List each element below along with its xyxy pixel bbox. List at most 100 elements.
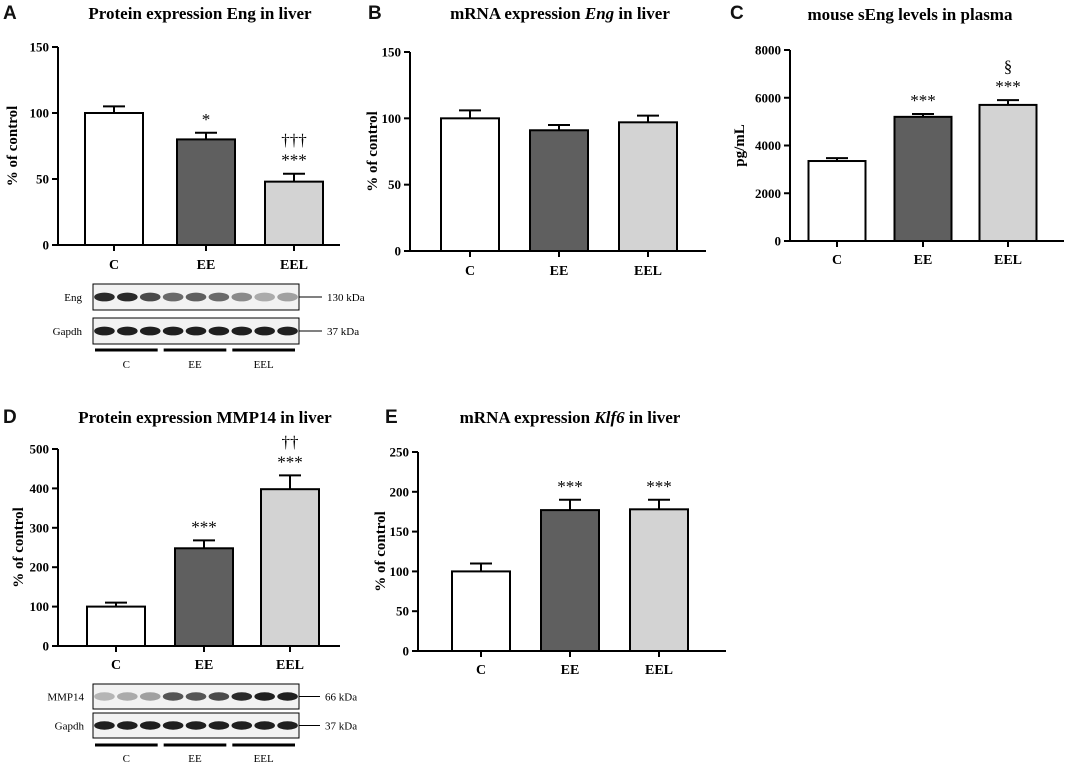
x-tick-label: C: [109, 258, 119, 273]
y-tick-label: 150: [382, 45, 402, 60]
y-axis-label: % of control: [5, 106, 21, 187]
blot-kda-label: 37 kDa: [327, 326, 359, 338]
blot-band: [231, 692, 253, 701]
blot-protein-label: MMP14: [47, 692, 84, 704]
significance-label: †† ***: [277, 432, 303, 471]
y-tick-label: 50: [396, 604, 409, 619]
chart-title: mRNA expression Eng in liver: [450, 4, 670, 23]
blot-band: [185, 292, 207, 302]
chart-title-part: Klf6: [593, 408, 625, 427]
blot-band: [231, 326, 253, 336]
y-tick-label: 0: [403, 644, 410, 659]
y-tick-label: 0: [43, 238, 50, 253]
blot-band: [208, 721, 230, 730]
panel-letter-d: D: [3, 407, 17, 428]
blot-group-label: EEL: [254, 753, 274, 765]
x-tick-label: EEL: [276, 658, 304, 673]
bar-c: [84, 112, 144, 246]
blot-band: [231, 292, 253, 302]
y-tick-label: 2000: [755, 186, 781, 201]
blot-group-label: EE: [188, 359, 202, 371]
chart-title-part: Protein expression MMP14 in liver: [78, 408, 332, 427]
blot-group-label: C: [123, 753, 130, 765]
bar-c: [440, 117, 500, 253]
bar-c: [451, 570, 511, 653]
x-tick-label: EEL: [634, 264, 662, 279]
blot-band: [117, 692, 138, 701]
significance-label: ***: [910, 91, 936, 110]
x-tick-label: EEL: [280, 258, 308, 273]
blot-band: [208, 326, 230, 336]
chart-title-part: mRNA expression: [460, 408, 595, 427]
blot-band: [162, 326, 184, 336]
western-blot-d: MMP14 66 kDa Gapdh 37 kDa C EE EEL: [47, 683, 357, 765]
panel-letter-e: E: [385, 407, 398, 428]
blot-band: [162, 292, 184, 302]
blot-band: [231, 721, 253, 730]
y-tick-label: 100: [30, 599, 50, 614]
blot-kda-label: 66 kDa: [325, 692, 357, 704]
chart-title-part: Protein expression Eng in liver: [88, 4, 312, 23]
chart-title-part: in liver: [614, 4, 670, 23]
y-axis-label: % of control: [11, 507, 27, 588]
bar-eel: [260, 488, 320, 647]
chart-d: Protein expression MMP14 in liver 0 100 200…: [11, 408, 340, 673]
blot-band: [117, 292, 138, 302]
chart-title: mouse sEng levels in plasma: [808, 5, 1013, 24]
blot-band: [94, 292, 115, 302]
y-tick-label: 150: [30, 40, 50, 55]
y-tick-label: 0: [775, 234, 782, 249]
x-tick-label: EEL: [994, 253, 1022, 268]
blot-band: [139, 721, 161, 730]
y-tick-label: 4000: [755, 138, 781, 153]
y-axis-label: % of control: [373, 511, 389, 592]
significance-label: ***: [557, 477, 583, 496]
chart-b: mRNA expression Eng in liver 0 50 100 150 % o…: [365, 4, 706, 279]
blot-band: [117, 326, 138, 336]
western-blot-a: Eng 130 kDa Gapdh 37 kDa C EE EEL: [53, 283, 365, 371]
x-tick-label: C: [111, 658, 121, 673]
blot-band: [208, 292, 230, 302]
chart-title-part: Eng: [584, 4, 615, 23]
x-tick-label: C: [476, 663, 486, 678]
blot-band: [277, 692, 298, 701]
bar-eel: [978, 103, 1038, 242]
significance-label: ††† ***: [281, 131, 307, 170]
y-tick-label: 100: [382, 111, 402, 126]
y-tick-label: 300: [30, 520, 50, 535]
chart-a: Protein expression Eng in liver 0 50 100 150…: [5, 4, 340, 273]
chart-title-part: mRNA expression: [450, 4, 585, 23]
blot-band: [117, 721, 138, 730]
y-axis-label: % of control: [365, 111, 381, 192]
y-axis-label: pg/mL: [732, 124, 748, 167]
chart-title: Protein expression Eng in liver: [88, 4, 312, 23]
significance-label: ***: [646, 477, 672, 496]
x-tick-label: EE: [914, 253, 933, 268]
bar-ee: [893, 115, 953, 242]
bar-ee: [176, 138, 236, 246]
y-tick-label: 200: [30, 560, 50, 575]
chart-title: mRNA expression Klf6 in liver: [460, 408, 681, 427]
bar-eel: [264, 180, 324, 246]
blot-kda-label: 130 kDa: [327, 292, 365, 304]
chart-title: Protein expression MMP14 in liver: [78, 408, 332, 427]
panel-letter-c: C: [730, 3, 744, 24]
blot-band: [254, 692, 275, 701]
blot-band: [254, 721, 275, 730]
bar-eel: [629, 508, 689, 653]
bar-c: [807, 160, 867, 242]
x-tick-label: EE: [195, 658, 214, 673]
bar-ee: [540, 509, 600, 652]
significance-label: § ***: [995, 57, 1021, 96]
x-tick-label: EE: [550, 264, 569, 279]
blot-band: [162, 721, 184, 730]
blot-band: [139, 292, 161, 302]
blot-band: [139, 692, 161, 701]
y-tick-label: 500: [30, 442, 50, 457]
y-tick-label: 50: [388, 177, 401, 192]
blot-band: [185, 721, 207, 730]
blot-protein-label: Eng: [64, 292, 82, 304]
bar-eel: [618, 121, 678, 252]
blot-band: [162, 692, 184, 701]
y-tick-label: 200: [390, 484, 410, 499]
